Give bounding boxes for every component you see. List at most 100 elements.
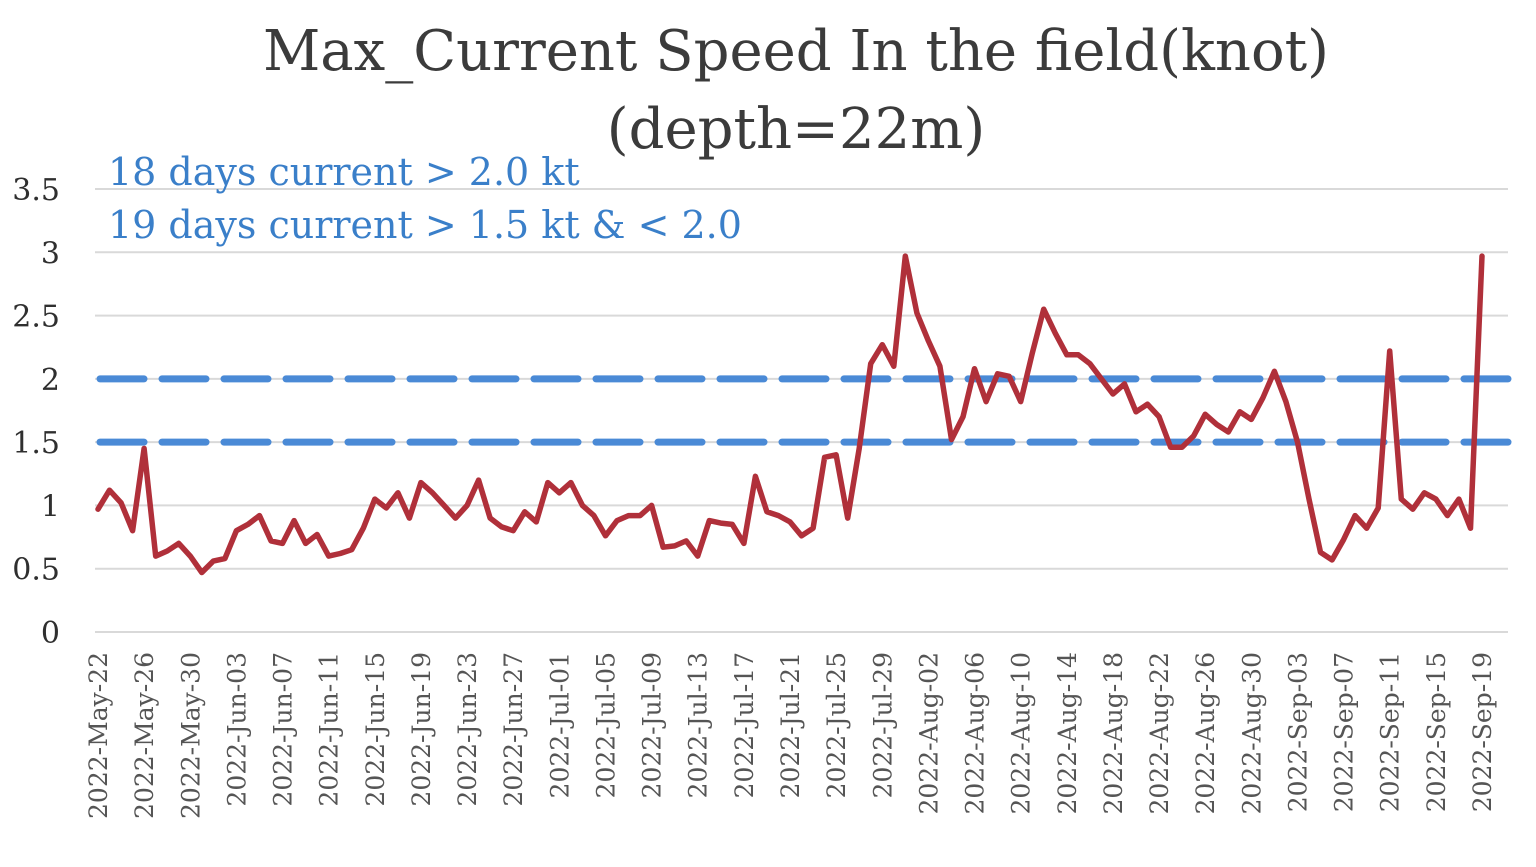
data-point xyxy=(164,547,171,554)
data-point xyxy=(1340,536,1347,543)
data-point xyxy=(1421,489,1428,496)
x-tick-label: 2022-Aug-22 xyxy=(1145,652,1174,815)
x-tick-label: 2022-Jun-23 xyxy=(453,652,482,807)
x-axis-ticks: 2022-May-22 2022-May-26 2022-May-30 2022-Ju… xyxy=(84,652,1497,819)
x-tick-label: 2022-Jun-27 xyxy=(499,652,528,807)
x-tick-label: 2022-Sep-19 xyxy=(1468,652,1497,812)
x-tick-label: 2022-Jul-05 xyxy=(591,652,620,798)
data-point xyxy=(452,515,459,522)
data-point xyxy=(1271,368,1278,375)
data-point xyxy=(417,479,424,486)
reference-lines xyxy=(96,375,1512,446)
x-tick-label: 2022-May-22 xyxy=(84,652,113,819)
y-tick-label: 3 xyxy=(41,236,60,271)
data-point xyxy=(775,512,782,519)
data-point xyxy=(625,512,632,519)
data-point xyxy=(1444,512,1451,519)
x-tick-label: 2022-Sep-03 xyxy=(1283,652,1312,812)
data-point xyxy=(936,363,943,370)
x-tick-label: 2022-Jul-21 xyxy=(776,652,805,798)
data-point xyxy=(337,550,344,557)
data-point xyxy=(498,523,505,530)
data-point xyxy=(1121,380,1128,387)
x-tick-label: 2022-Jul-29 xyxy=(868,652,897,798)
data-point xyxy=(960,413,967,420)
data-point xyxy=(1156,413,1163,420)
data-point xyxy=(1363,525,1370,532)
data-point xyxy=(279,540,286,547)
data-point xyxy=(210,558,217,565)
data-point xyxy=(798,532,805,539)
data-point xyxy=(694,553,701,560)
data-point xyxy=(1225,429,1232,436)
data-point xyxy=(1109,391,1116,398)
x-tick-label: 2022-Jul-09 xyxy=(638,652,667,798)
y-tick-label: 3.5 xyxy=(12,173,60,208)
data-point xyxy=(567,479,574,486)
data-point xyxy=(187,553,194,560)
data-point xyxy=(1144,401,1151,408)
y-tick-label: 1.5 xyxy=(12,426,60,461)
y-tick-label: 2.5 xyxy=(12,300,60,335)
data-point xyxy=(1386,348,1393,355)
data-point xyxy=(1294,439,1301,446)
data-point xyxy=(1040,306,1047,313)
data-point xyxy=(1017,398,1024,405)
data-point xyxy=(983,398,990,405)
data-point xyxy=(648,502,655,509)
data-point xyxy=(844,515,851,522)
data-point xyxy=(1006,373,1013,380)
data-point xyxy=(233,527,240,534)
data-point xyxy=(1052,330,1059,337)
annotation-between-1-5-and-2kt: 19 days current > 1.5 kt & < 2.0 xyxy=(108,203,742,247)
data-point xyxy=(1133,408,1140,415)
x-tick-label: 2022-Aug-10 xyxy=(1007,652,1036,815)
data-point xyxy=(637,512,644,519)
data-point xyxy=(1317,549,1324,556)
x-tick-label: 2022-Aug-26 xyxy=(1191,652,1220,815)
x-tick-label: 2022-May-26 xyxy=(130,652,159,819)
data-point xyxy=(787,518,794,525)
data-point xyxy=(660,544,667,551)
data-point xyxy=(475,477,482,484)
data-point xyxy=(1086,360,1093,367)
data-point xyxy=(1375,504,1382,511)
y-tick-label: 2 xyxy=(41,363,60,398)
data-point xyxy=(302,540,309,547)
data-point xyxy=(740,540,747,547)
x-tick-label: 2022-Aug-14 xyxy=(1053,652,1082,815)
data-point xyxy=(971,365,978,372)
data-point xyxy=(1248,416,1255,423)
x-tick-label: 2022-Sep-07 xyxy=(1330,652,1359,812)
data-point xyxy=(1179,444,1186,451)
data-point xyxy=(510,527,517,534)
data-point xyxy=(360,525,367,532)
data-point xyxy=(106,487,113,494)
data-point xyxy=(1409,506,1416,513)
data-point xyxy=(1167,444,1174,451)
x-tick-label: 2022-Aug-18 xyxy=(1099,652,1128,815)
data-point xyxy=(129,527,136,534)
data-point xyxy=(1098,375,1105,382)
data-point xyxy=(544,479,551,486)
x-tick-label: 2022-Jun-07 xyxy=(269,652,298,807)
x-tick-label: 2022-Jul-25 xyxy=(822,652,851,798)
x-tick-label: 2022-Jul-13 xyxy=(684,652,713,798)
data-point xyxy=(856,445,863,452)
data-point xyxy=(521,508,528,515)
x-tick-label: 2022-Aug-30 xyxy=(1237,652,1266,815)
data-point xyxy=(464,502,471,509)
x-tick-label: 2022-Jun-19 xyxy=(407,652,436,807)
data-point xyxy=(1202,411,1209,418)
data-point xyxy=(810,525,817,532)
data-point xyxy=(1213,421,1220,428)
data-point xyxy=(1259,394,1266,401)
data-point xyxy=(1352,512,1359,519)
annotation-above-2kt: 18 days current > 2.0 kt xyxy=(108,150,580,194)
data-point xyxy=(325,553,332,560)
data-point xyxy=(614,517,621,524)
series-layer xyxy=(95,253,1485,576)
x-tick-label: 2022-Sep-15 xyxy=(1422,652,1451,812)
data-point xyxy=(256,512,263,519)
